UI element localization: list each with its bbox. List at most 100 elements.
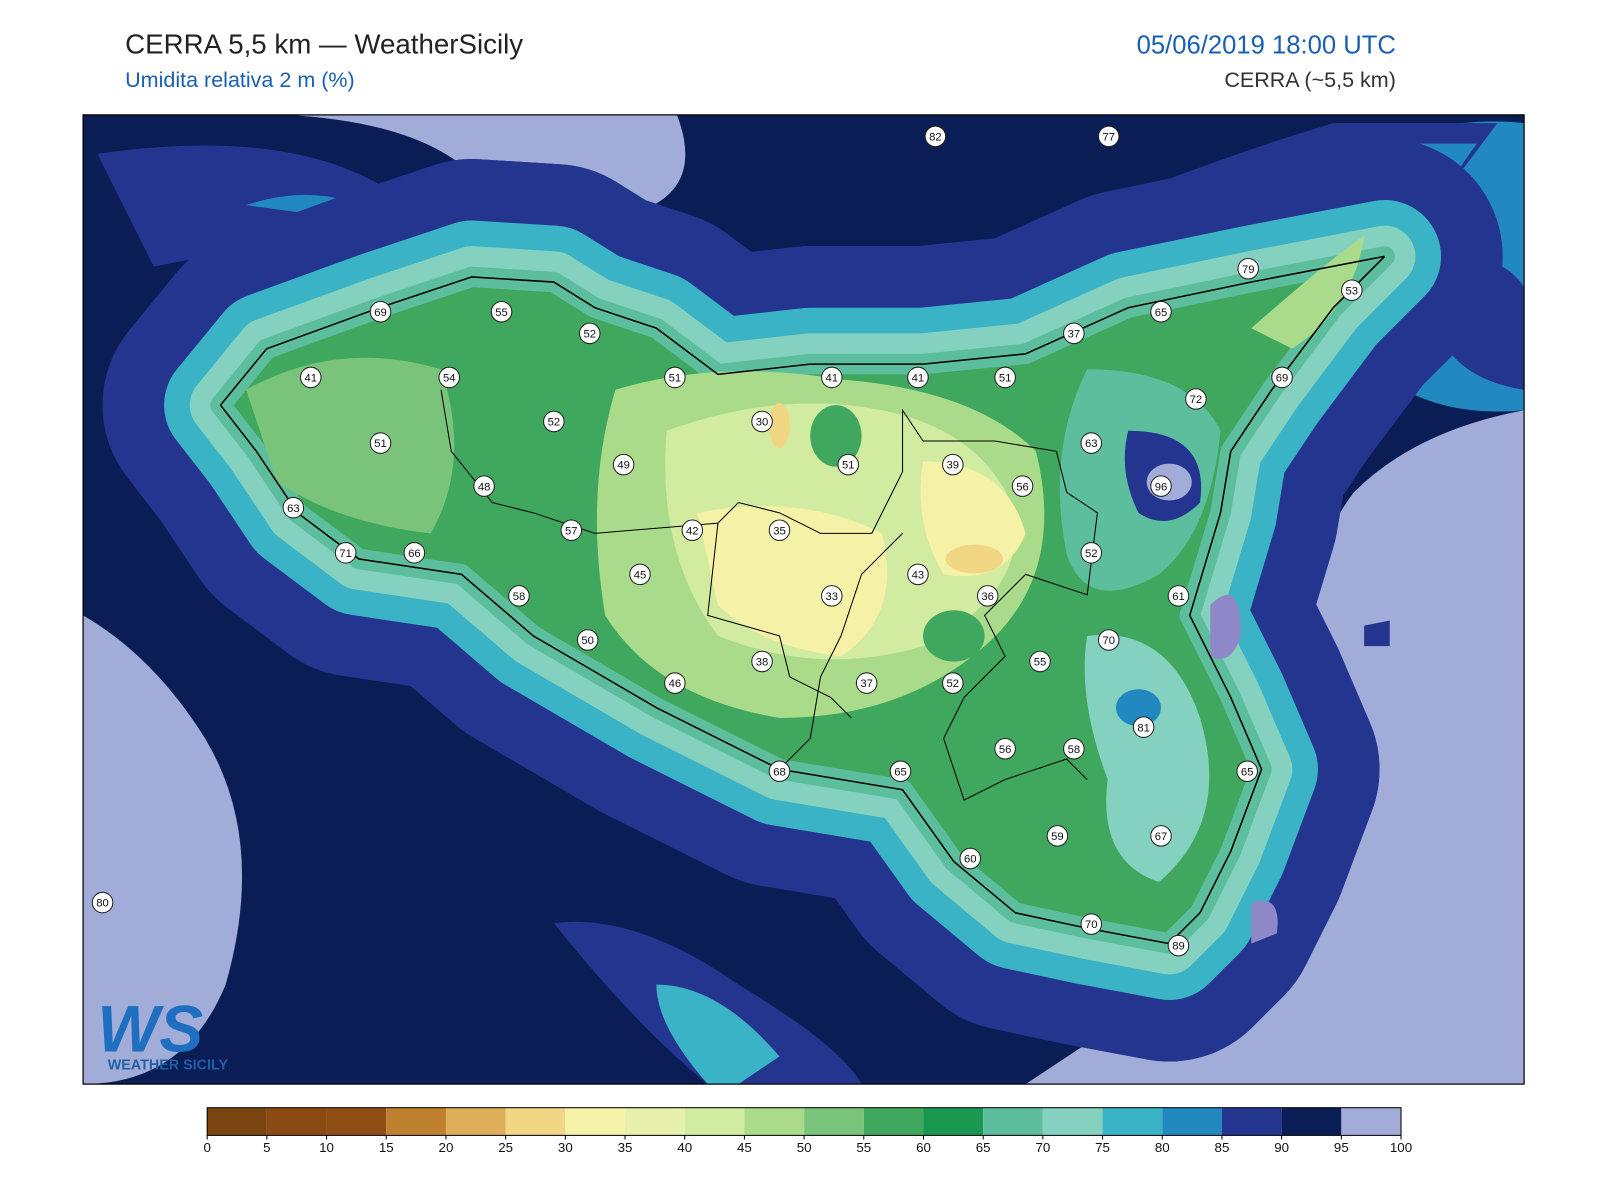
colorbar-tick-label: 10 — [319, 1140, 334, 1155]
station-marker — [1150, 825, 1172, 847]
station-value: 67 — [1155, 831, 1168, 843]
station-marker — [1237, 257, 1259, 280]
station-marker — [490, 301, 513, 323]
station-marker — [369, 301, 392, 323]
station-value: 65 — [1155, 307, 1168, 319]
station-marker — [907, 366, 929, 389]
colorbar-tick-label: 20 — [439, 1140, 454, 1155]
station-value: 96 — [1155, 481, 1168, 493]
station-marker — [1046, 825, 1069, 847]
colorbar-tick-label: 85 — [1215, 1140, 1230, 1155]
station-value: 80 — [96, 898, 109, 910]
station-value: 41 — [305, 373, 318, 385]
station-value: 69 — [374, 307, 387, 319]
station-value: 70 — [1085, 919, 1098, 931]
colorbar-bin — [625, 1107, 685, 1136]
station-marker — [994, 366, 1016, 389]
colorbar-bin — [744, 1107, 805, 1136]
station-value: 54 — [443, 373, 456, 385]
station-marker — [1080, 913, 1103, 935]
station-marker — [1132, 716, 1155, 738]
station-value: 55 — [495, 307, 508, 319]
station-marker — [664, 366, 686, 389]
station-marker — [1341, 279, 1363, 302]
station-value: 56 — [999, 744, 1012, 756]
model: CERRA (~5,5 km) — [1224, 68, 1396, 92]
colorbar-tick-label: 70 — [1035, 1140, 1050, 1155]
station-marker — [994, 737, 1016, 760]
station-value: 70 — [1102, 635, 1115, 647]
colorbar-tick-label: 40 — [677, 1140, 692, 1155]
colorbar-tick-label: 65 — [976, 1140, 991, 1155]
station-marker — [821, 366, 843, 389]
colorbar-tick-label: 90 — [1274, 1140, 1289, 1155]
station-marker — [942, 672, 964, 694]
colorbar-bin — [1162, 1107, 1222, 1136]
station-marker — [369, 432, 392, 454]
station-marker — [768, 760, 791, 783]
station-value: 52 — [548, 417, 561, 429]
colorbar-tick-label: 50 — [797, 1140, 812, 1155]
station-marker — [543, 410, 565, 433]
station-marker — [403, 542, 426, 564]
station-marker — [855, 672, 878, 694]
station-value: 65 — [894, 766, 907, 778]
station-value: 50 — [581, 635, 594, 647]
station-marker — [508, 585, 530, 607]
colorbar-bin — [863, 1107, 924, 1136]
colorbar-bin — [1221, 1107, 1282, 1136]
station-marker — [299, 366, 322, 389]
station-marker — [768, 519, 791, 542]
station-value: 65 — [1241, 766, 1254, 778]
station-value: 39 — [947, 460, 960, 472]
station-marker — [282, 496, 305, 519]
station-value: 51 — [669, 373, 682, 385]
colorbar-bin — [386, 1107, 446, 1136]
colorbar-bin — [1281, 1107, 1342, 1136]
station-value: 36 — [981, 591, 994, 603]
station-marker — [1150, 475, 1172, 497]
station-marker — [1080, 432, 1103, 454]
station-marker — [334, 542, 357, 564]
station-marker — [1097, 629, 1120, 651]
colorbar-tick-label: 60 — [916, 1140, 931, 1155]
colorbar-tick-label: 15 — [379, 1140, 394, 1155]
station-value: 33 — [826, 591, 839, 603]
station-marker — [751, 650, 773, 673]
station-value: 72 — [1190, 394, 1203, 406]
colorbar-tick-label: 30 — [558, 1140, 573, 1155]
station-marker — [1097, 125, 1120, 148]
station-value: 46 — [669, 678, 682, 690]
station-marker — [889, 760, 912, 783]
station-value: 48 — [478, 481, 491, 493]
colorbar-tick-label: 45 — [737, 1140, 752, 1155]
station-value: 49 — [617, 460, 630, 472]
station-value: 51 — [842, 460, 855, 472]
colorbar-bin — [804, 1107, 864, 1136]
station-value: 89 — [1172, 941, 1185, 953]
station-value: 37 — [860, 678, 873, 690]
station-marker — [1063, 737, 1085, 760]
station-value: 55 — [1034, 657, 1047, 669]
logo-name: WEATHER SICILY — [108, 1058, 229, 1074]
station-value: 41 — [826, 373, 839, 385]
station-value: 66 — [408, 548, 421, 560]
station-marker — [1185, 388, 1207, 410]
station-value: 57 — [565, 525, 578, 537]
station-value: 52 — [1085, 548, 1098, 560]
station-value: 58 — [1068, 744, 1081, 756]
station-value: 51 — [999, 373, 1012, 385]
station-marker — [664, 672, 686, 694]
station-value: 63 — [287, 503, 300, 515]
station-marker — [1080, 542, 1103, 564]
station-value: 71 — [339, 548, 352, 560]
station-value: 51 — [374, 438, 387, 450]
station-value: 37 — [1068, 328, 1081, 340]
station-marker — [1011, 475, 1034, 497]
station-marker — [1167, 934, 1190, 957]
stations: 82 77 79 53 65 37 69 55 52 41 54 51 41 41 51 72 69 52 30 63… — [91, 125, 1363, 957]
station-marker — [1063, 322, 1085, 345]
station-value: 82 — [929, 132, 942, 144]
